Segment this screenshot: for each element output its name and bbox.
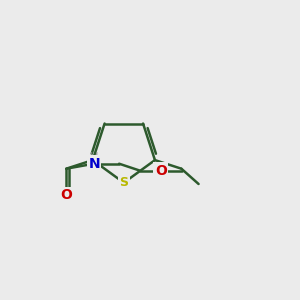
Text: N: N xyxy=(88,157,100,171)
Text: H: H xyxy=(90,152,98,161)
Text: O: O xyxy=(155,164,167,178)
Text: O: O xyxy=(60,188,72,202)
Text: S: S xyxy=(119,176,128,189)
